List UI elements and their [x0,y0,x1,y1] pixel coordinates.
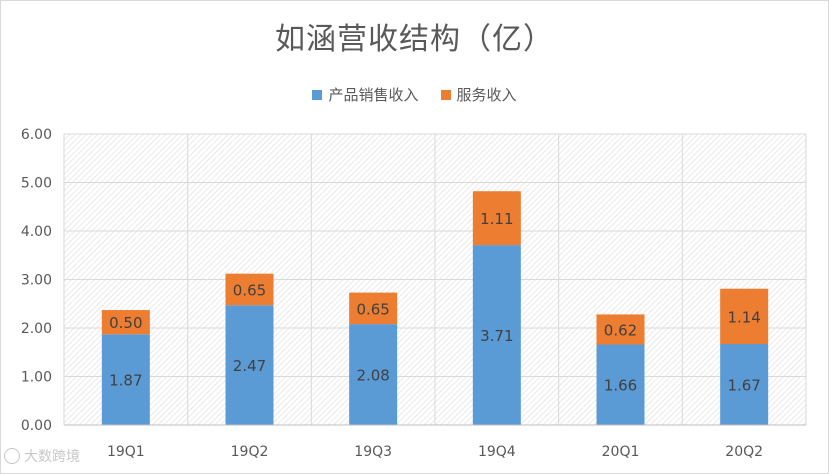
watermark-logo-icon [4,448,20,464]
x-tick-label: 19Q3 [354,444,392,460]
watermark: 大数跨境 [4,446,80,466]
data-label: 1.87 [109,372,142,390]
legend-swatch-product-sales [312,89,323,100]
legend-label-product-sales: 产品销售收入 [328,86,419,104]
data-label: 3.71 [480,327,513,345]
data-label: 1.66 [604,377,637,395]
legend-item-product-sales: 产品销售收入 [312,84,419,105]
data-label: 0.62 [604,321,637,339]
data-label: 0.65 [233,281,266,299]
bar-service-19Q3 [349,292,398,325]
data-label: 0.50 [109,314,142,332]
y-tick-label: 1.00 [21,370,52,386]
bar-service-19Q1 [101,310,150,335]
bar-product-sales-19Q4 [472,245,521,425]
legend-swatch-service [440,89,451,100]
legend-label-service: 服务收入 [456,86,517,104]
y-tick-label: 6.00 [21,127,52,143]
bar-service-19Q4 [472,191,521,246]
y-tick-label: 0.00 [21,418,52,434]
bar-product-sales-20Q1 [596,344,645,425]
bar-product-sales-19Q1 [101,334,150,425]
data-label: 1.14 [727,308,760,326]
watermark-text: 大数跨境 [24,449,80,465]
x-tick-label: 19Q1 [107,444,145,460]
bar-service-19Q2 [225,273,274,306]
x-tick-label: 19Q2 [231,444,269,460]
y-tick-label: 3.00 [21,273,52,289]
y-tick-label: 4.00 [21,224,52,240]
data-label: 1.67 [727,377,760,395]
bar-service-20Q2 [720,288,769,345]
legend-item-service: 服务收入 [440,84,517,105]
x-tick-label: 20Q2 [725,444,763,460]
y-tick-label: 2.00 [21,321,52,337]
bar-product-sales-19Q2 [225,305,274,425]
y-tick-label: 5.00 [21,176,52,192]
bar-product-sales-19Q3 [349,324,398,425]
bar-service-20Q1 [596,314,645,345]
data-label: 1.11 [480,210,513,228]
chart-legend: 产品销售收入 服务收入 [0,84,829,105]
bar-product-sales-20Q2 [720,344,769,425]
x-tick-label: 20Q1 [602,444,640,460]
data-label: 2.08 [356,367,389,385]
chart-title: 如涵营收结构（亿） [275,22,554,57]
data-label: 0.65 [356,300,389,318]
x-tick-label: 19Q4 [478,444,516,460]
data-label: 2.47 [233,357,266,375]
